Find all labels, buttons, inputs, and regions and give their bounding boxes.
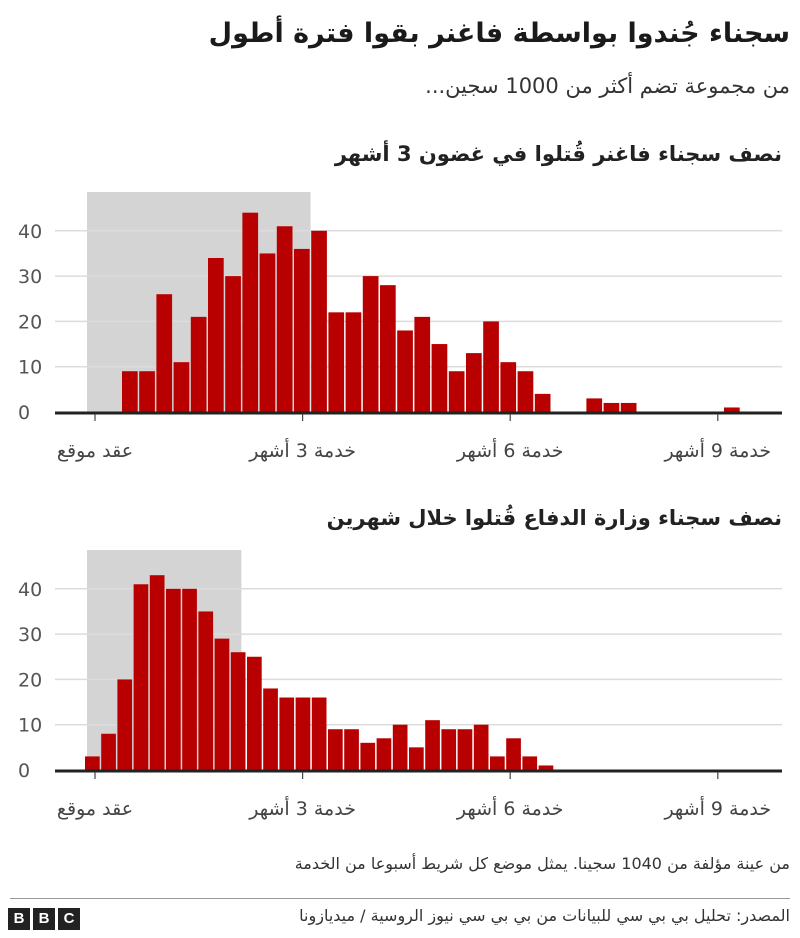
- chart-1: 0 10 20 30 40 عقد موقع خدمة 3 أشهر خدمة 6 أشهر خ…: [18, 192, 782, 462]
- bar: [522, 756, 538, 770]
- y-tick-label: 40: [18, 221, 42, 243]
- x-tick-label: خدمة 9 أشهر: [663, 438, 771, 462]
- bar: [294, 248, 310, 412]
- bar: [149, 575, 165, 770]
- x-tick-label: خدمة 6 أشهر: [456, 438, 564, 462]
- footer-divider: [10, 898, 790, 899]
- bar: [534, 393, 551, 412]
- x-tick-label: خدمة 3 أشهر: [248, 438, 356, 462]
- bar: [214, 638, 230, 770]
- bar: [328, 312, 345, 412]
- bar: [586, 398, 603, 412]
- logo-block: B: [8, 908, 30, 930]
- bar: [166, 588, 181, 770]
- y-tick-label: 10: [18, 357, 42, 379]
- page-subtitle: من مجموعة تضم أكثر من 1000 سجين...: [425, 74, 790, 98]
- bar: [473, 724, 489, 770]
- chart-2: 0 10 20 30 40 عقد موقع خدمة 3 أشهر خدمة 6 أشهر خ…: [18, 550, 782, 820]
- bar: [190, 316, 207, 412]
- bar: [225, 276, 241, 412]
- bar: [117, 679, 133, 770]
- bar: [457, 729, 473, 770]
- bar: [279, 697, 295, 770]
- bar: [295, 697, 311, 770]
- bar: [392, 724, 408, 770]
- bar: [311, 697, 327, 770]
- bar: [173, 362, 190, 412]
- bar: [448, 371, 465, 412]
- bbc-logo: B B C: [8, 908, 80, 930]
- bar: [362, 276, 379, 412]
- bar: [85, 756, 100, 770]
- source-text: المصدر: تحليل بي بي سي للبيانات من بي بي…: [299, 906, 790, 925]
- bar: [263, 688, 278, 770]
- bar: [247, 656, 262, 770]
- bar: [380, 285, 396, 412]
- bar: [198, 611, 214, 770]
- bar: [311, 230, 327, 412]
- bar: [603, 402, 620, 412]
- bar: [490, 756, 505, 770]
- bar: [182, 588, 197, 770]
- y-tick-label: 30: [18, 624, 42, 646]
- logo-block: B: [33, 908, 55, 930]
- bar: [538, 765, 554, 770]
- y-tick-label: 20: [18, 669, 42, 691]
- bar: [441, 729, 457, 770]
- x-tick-label: خدمة 3 أشهر: [248, 796, 356, 820]
- bar: [506, 738, 521, 770]
- x-tick-label: عقد موقع: [57, 798, 133, 820]
- y-tick-label: 30: [18, 266, 42, 288]
- chart-1-title: نصف سجناء فاغنر قُتلوا في غضون 3 أشهر: [334, 142, 782, 166]
- bar: [139, 371, 155, 412]
- x-tick-label: خدمة 9 أشهر: [663, 796, 771, 820]
- bar: [208, 257, 224, 412]
- bar: [101, 733, 116, 770]
- y-tick-label: 40: [18, 579, 42, 601]
- logo-block: C: [58, 908, 80, 930]
- y-tick-label: 0: [18, 402, 30, 424]
- bar: [156, 294, 173, 412]
- bar: [345, 312, 362, 412]
- bar: [376, 738, 392, 770]
- bar: [397, 330, 413, 412]
- bar: [230, 652, 246, 770]
- y-tick-label: 10: [18, 715, 42, 737]
- bar: [620, 402, 637, 412]
- bar: [517, 371, 534, 412]
- bar: [414, 316, 431, 412]
- bar: [133, 584, 149, 770]
- bar: [724, 407, 740, 412]
- bar: [466, 353, 482, 412]
- bar: [276, 226, 293, 412]
- bar: [409, 747, 424, 770]
- x-tick-label: عقد موقع: [57, 440, 133, 462]
- bar: [431, 344, 448, 412]
- bar: [425, 720, 440, 770]
- page-title: سجناء جُندوا بواسطة فاغنر بقوا فترة أطول: [208, 18, 790, 49]
- bar: [360, 742, 376, 770]
- y-tick-label: 0: [18, 760, 30, 782]
- x-tick-label: خدمة 6 أشهر: [456, 796, 564, 820]
- bar: [122, 371, 138, 412]
- bar: [344, 729, 359, 770]
- y-tick-label: 20: [18, 311, 42, 333]
- bar: [483, 321, 499, 412]
- bar: [242, 212, 259, 412]
- bar: [328, 729, 343, 770]
- chart-2-title: نصف سجناء وزارة الدفاع قُتلوا خلال شهرين: [326, 506, 782, 530]
- chart-note: من عينة مؤلفة من 1040 سجينا. يمثل موضع ك…: [294, 854, 790, 873]
- bar: [500, 362, 517, 412]
- bar: [259, 253, 276, 412]
